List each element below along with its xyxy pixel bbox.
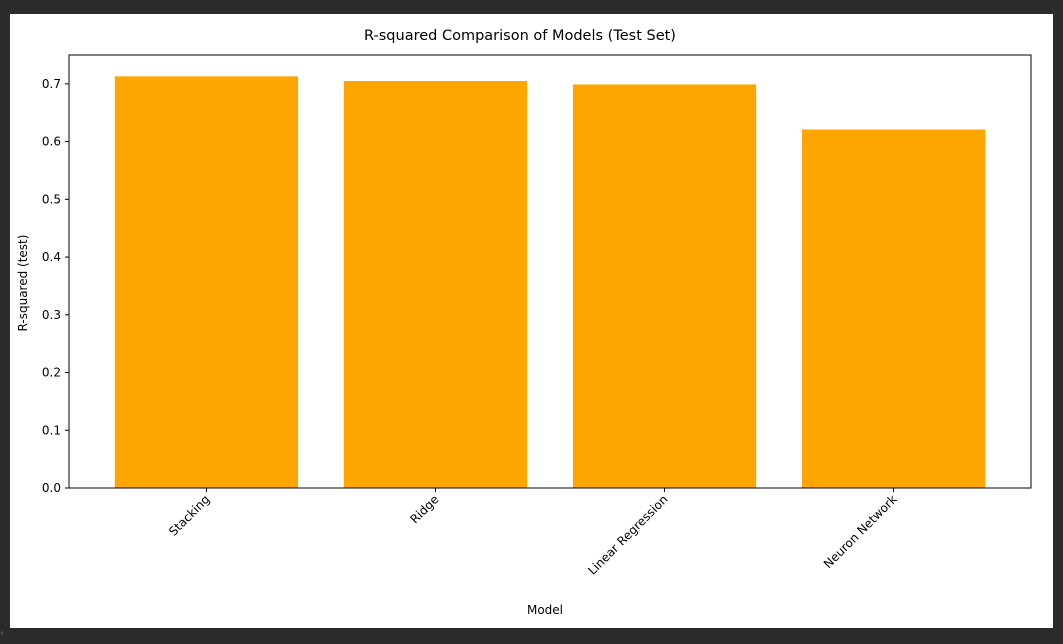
- x-tick-label: Ridge: [407, 492, 441, 526]
- x-axis-label: Model: [527, 603, 563, 617]
- y-tick-label: 0.4: [42, 250, 61, 264]
- y-tick-label: 0.5: [42, 192, 61, 206]
- bar-stacking: [114, 76, 299, 489]
- axes-layer: [68, 54, 1032, 489]
- y-tick-label: 0.1: [42, 423, 61, 437]
- bar-neuron-network: [801, 129, 986, 488]
- chart-title: R-squared Comparison of Models (Test Set…: [364, 28, 676, 44]
- x-tick-label: Neuron Network: [821, 492, 900, 571]
- y-tick-label: 0.2: [42, 366, 61, 380]
- x-ticks: Stacking Ridge Linear Regression Neuron Net…: [166, 488, 900, 578]
- y-tick-label: 0.0: [42, 481, 61, 495]
- bar-linear-regression: [572, 84, 757, 488]
- y-tick-label: 0.7: [42, 77, 61, 91]
- figure-panel: R-squared Comparison of Models (Test Set…: [10, 14, 1053, 628]
- plot-frame: [68, 54, 1032, 489]
- output-collapse-icon[interactable]: ‹: [0, 628, 4, 639]
- y-tick-label: 0.6: [42, 135, 61, 149]
- bar-ridge: [343, 80, 528, 488]
- x-tick-label: Linear Regression: [585, 492, 670, 577]
- bars-layer: [114, 76, 986, 489]
- y-ticks: 0.0 0.1 0.2 0.3 0.4 0.5 0.6 0.7: [42, 77, 69, 495]
- y-axis-label: R-squared (test): [16, 235, 30, 332]
- bar-chart: R-squared Comparison of Models (Test Set…: [16, 28, 1032, 617]
- x-tick-label: Stacking: [166, 492, 213, 539]
- y-tick-label: 0.3: [42, 308, 61, 322]
